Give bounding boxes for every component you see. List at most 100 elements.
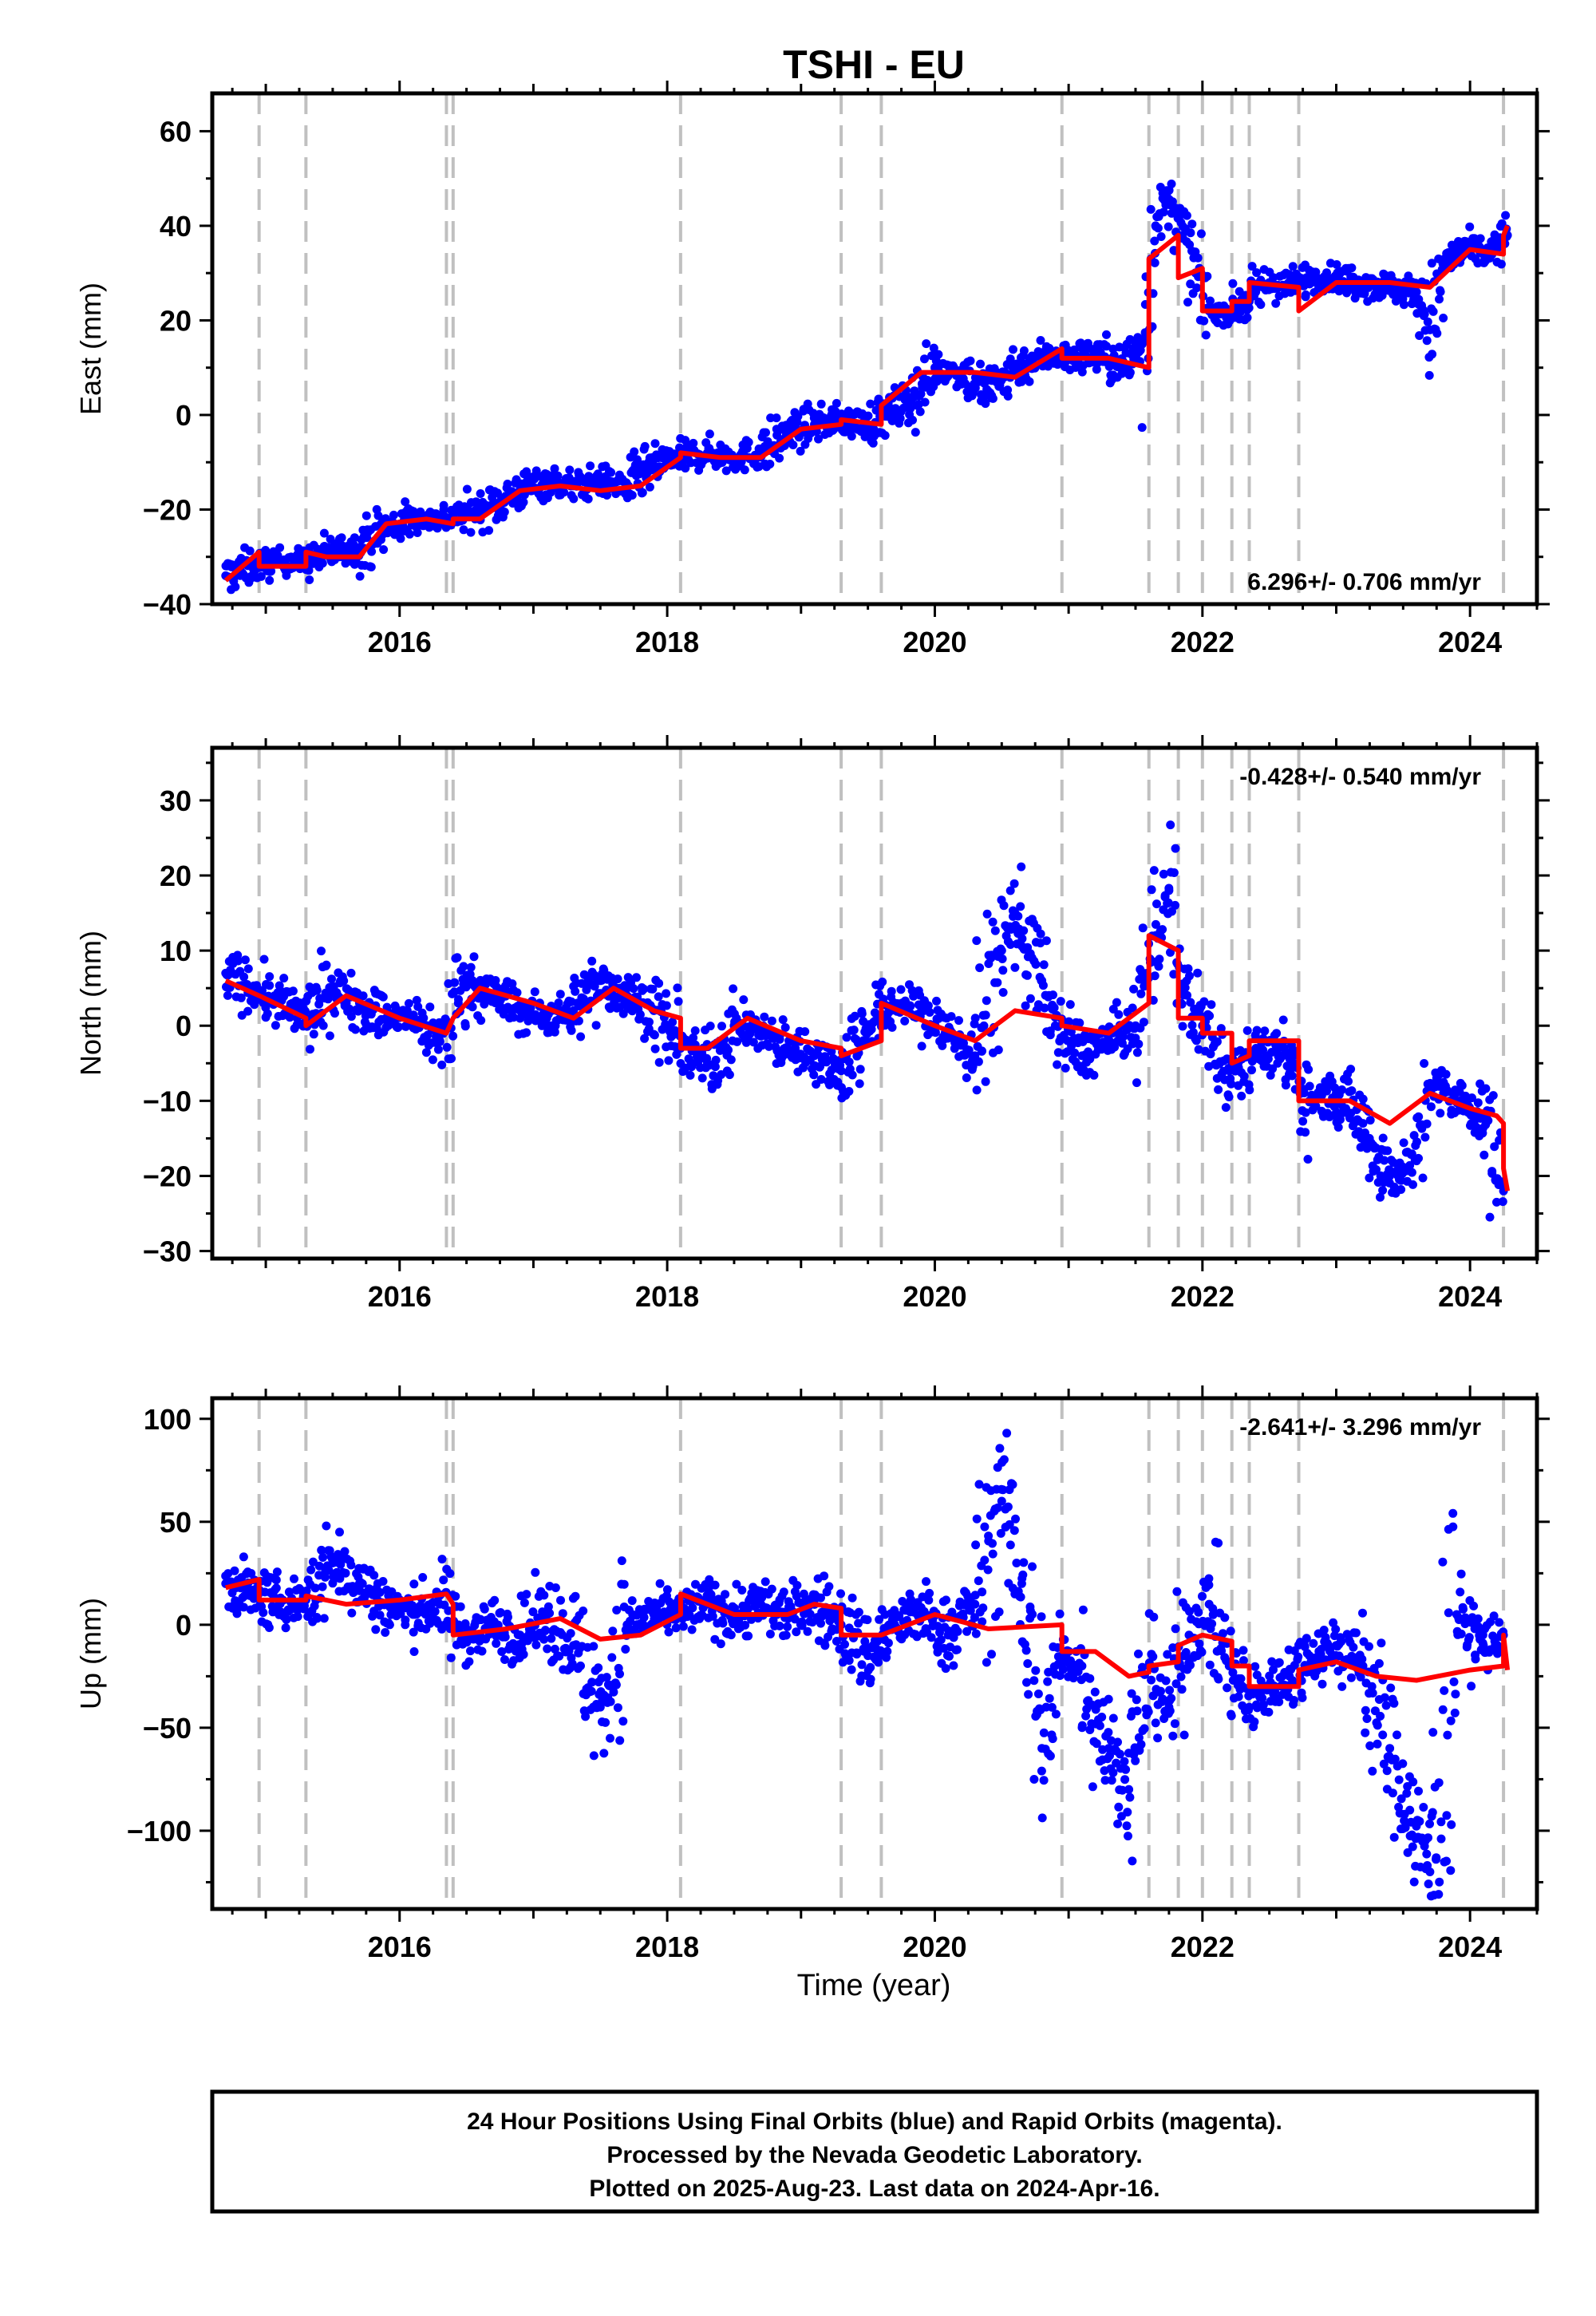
data-point	[929, 343, 938, 353]
data-point	[962, 1626, 972, 1636]
data-point	[607, 1653, 617, 1662]
point-series	[221, 180, 1512, 595]
data-point	[1186, 228, 1195, 238]
data-point	[708, 1611, 717, 1621]
data-point	[1373, 1721, 1382, 1730]
data-point	[1402, 1788, 1412, 1798]
data-point	[863, 1615, 872, 1625]
data-point	[259, 954, 269, 964]
data-point	[890, 405, 899, 415]
data-point	[1214, 1539, 1223, 1547]
data-point	[621, 1645, 630, 1654]
data-point	[1114, 1802, 1124, 1812]
data-point	[1023, 1659, 1033, 1668]
data-point	[1346, 1065, 1356, 1074]
data-point	[1425, 1081, 1435, 1090]
data-point	[1183, 990, 1191, 1000]
data-point	[322, 960, 331, 970]
data-point	[437, 1555, 447, 1564]
data-point	[797, 1621, 807, 1630]
data-point	[500, 1655, 509, 1664]
data-point	[878, 977, 887, 986]
data-point	[923, 1001, 933, 1010]
x-tick-label: 2020	[903, 626, 966, 658]
data-point	[639, 1613, 649, 1622]
data-point	[396, 534, 405, 543]
data-point	[1247, 262, 1257, 271]
data-point	[554, 998, 563, 1008]
data-point	[900, 1016, 910, 1026]
data-point	[1263, 1054, 1273, 1064]
data-point	[1140, 1724, 1149, 1733]
data-point	[1077, 1051, 1087, 1061]
data-point	[239, 1603, 248, 1612]
data-point	[1389, 1832, 1399, 1842]
data-point	[503, 480, 512, 488]
data-point	[539, 1634, 549, 1644]
data-point	[1153, 1733, 1163, 1743]
data-point	[1192, 283, 1202, 293]
data-point	[662, 1585, 672, 1595]
data-point	[1022, 970, 1032, 980]
data-point	[1005, 886, 1015, 895]
data-point	[1317, 1679, 1327, 1689]
data-point	[1138, 1662, 1147, 1672]
data-point	[1425, 325, 1435, 334]
data-point	[442, 1042, 452, 1052]
data-point	[1449, 1677, 1459, 1686]
data-point	[946, 1012, 956, 1022]
data-point	[981, 1077, 990, 1086]
data-point	[962, 1073, 971, 1082]
data-point	[618, 1717, 628, 1726]
data-point	[740, 465, 749, 475]
data-point	[1347, 263, 1357, 273]
data-point	[917, 1006, 926, 1015]
data-point	[1358, 1119, 1368, 1128]
data-point	[290, 1574, 298, 1583]
data-point	[1383, 1146, 1393, 1156]
data-point	[1490, 1142, 1499, 1152]
data-point	[994, 1045, 1003, 1054]
data-point	[259, 1608, 268, 1618]
data-point	[433, 1045, 443, 1054]
data-point	[1131, 1756, 1140, 1765]
data-point	[996, 1528, 1005, 1538]
data-point	[1154, 962, 1163, 971]
data-point	[816, 1075, 826, 1084]
data-point	[1386, 1683, 1396, 1693]
data-point	[863, 1021, 873, 1030]
data-point	[1131, 1021, 1140, 1030]
data-point	[854, 1618, 863, 1628]
data-point	[1085, 1674, 1095, 1683]
data-point	[1380, 1156, 1389, 1165]
data-point	[1194, 1045, 1203, 1054]
data-point	[223, 990, 232, 1000]
data-point	[466, 962, 476, 972]
data-point	[1021, 1001, 1030, 1010]
data-point	[1221, 1103, 1231, 1113]
data-point	[1171, 900, 1180, 910]
data-point	[1379, 1759, 1389, 1769]
data-point	[446, 1653, 456, 1662]
data-point	[705, 1022, 715, 1031]
data-point	[1469, 1601, 1479, 1611]
data-point	[394, 1022, 403, 1032]
data-point	[1376, 1192, 1385, 1202]
data-point	[265, 981, 275, 990]
data-point	[1147, 885, 1156, 895]
data-point	[1024, 1690, 1033, 1699]
data-point	[312, 986, 322, 995]
data-point	[922, 339, 931, 349]
data-point	[1412, 287, 1421, 297]
data-point	[240, 955, 250, 965]
y-tick-label: 10	[160, 935, 192, 967]
data-point	[1171, 1624, 1180, 1634]
data-point	[767, 1016, 776, 1026]
data-point	[1176, 1672, 1186, 1682]
data-point	[1009, 345, 1017, 354]
data-point	[345, 1004, 354, 1014]
data-point	[1206, 1049, 1215, 1058]
data-point	[1428, 1808, 1437, 1817]
data-point	[1108, 1005, 1118, 1014]
